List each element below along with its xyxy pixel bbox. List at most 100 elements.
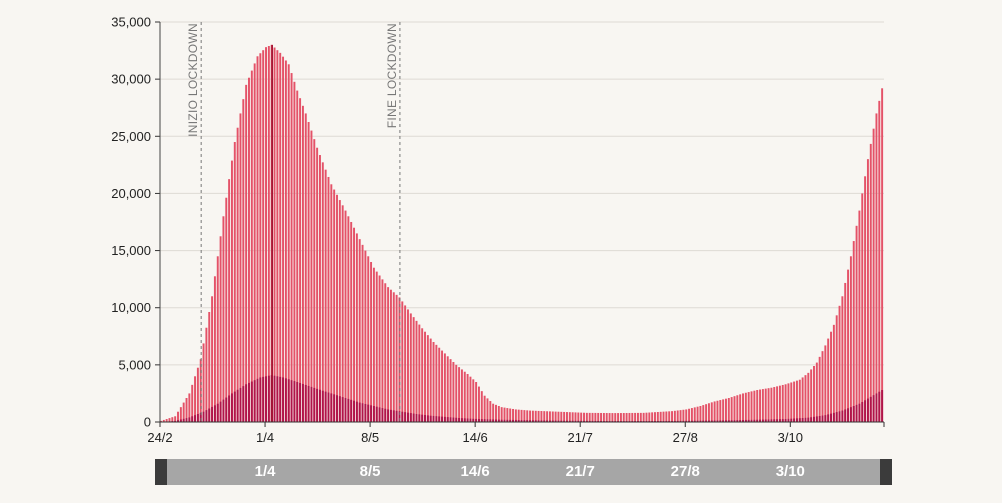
bar	[813, 366, 815, 422]
bar	[844, 282, 847, 422]
bar	[509, 408, 512, 422]
bar	[696, 406, 699, 422]
bar	[585, 412, 588, 422]
bar	[807, 417, 810, 422]
bar	[526, 420, 529, 422]
bar	[713, 401, 716, 422]
bar	[821, 351, 824, 422]
bar	[179, 407, 182, 422]
bar	[174, 420, 177, 422]
bar	[188, 417, 191, 422]
bar	[313, 139, 316, 422]
bar	[188, 393, 191, 422]
bar	[398, 411, 401, 422]
bar	[497, 419, 500, 422]
bar	[338, 396, 341, 422]
slider-date-label: 8/5	[359, 463, 381, 480]
bar	[645, 412, 648, 422]
bar	[463, 371, 466, 422]
date-range-slider[interactable]: 1/4 8/5 14/6 21/7 27/8 3/10	[155, 459, 892, 485]
bar	[239, 113, 242, 422]
bar	[531, 410, 534, 422]
bar	[795, 380, 798, 422]
bar	[693, 420, 696, 422]
bar	[228, 395, 231, 422]
bar	[432, 342, 435, 422]
bar	[216, 256, 219, 422]
bar	[230, 160, 233, 423]
bar	[194, 415, 197, 422]
bar	[492, 419, 495, 422]
bar	[310, 386, 313, 422]
slider-date-label: 27/8	[670, 463, 700, 480]
bar	[301, 105, 304, 423]
bar	[236, 389, 239, 422]
y-tick-label: 0	[144, 415, 151, 430]
bar	[347, 398, 350, 422]
bar	[446, 417, 449, 422]
bar	[182, 418, 185, 422]
bar	[628, 412, 631, 422]
slider-date-label: 21/7	[565, 463, 595, 480]
bar	[517, 419, 520, 422]
bar	[415, 414, 418, 422]
bar	[702, 420, 705, 422]
bar	[165, 419, 168, 422]
bar	[358, 402, 361, 422]
bar	[364, 403, 367, 422]
bar	[483, 419, 486, 422]
bar	[847, 269, 850, 422]
bar	[594, 420, 597, 422]
bar	[296, 90, 299, 423]
bar	[719, 420, 722, 422]
bar	[355, 233, 358, 422]
bar	[225, 397, 228, 422]
bar	[855, 404, 858, 422]
bar	[591, 412, 594, 422]
bar	[449, 417, 452, 422]
slider-handle-right[interactable]	[880, 459, 892, 485]
bar	[705, 404, 708, 422]
bar	[784, 384, 787, 422]
bar	[656, 412, 659, 422]
bar	[452, 417, 455, 422]
bar	[864, 400, 867, 422]
bar	[707, 403, 710, 422]
bar	[730, 397, 733, 422]
bar	[818, 356, 821, 422]
bar	[466, 418, 469, 422]
bar	[384, 283, 387, 422]
bar	[512, 408, 515, 422]
bar	[682, 409, 685, 422]
bar	[506, 419, 509, 422]
bar	[273, 47, 276, 423]
bar	[489, 419, 492, 422]
bar	[179, 419, 182, 422]
slider-handle-left[interactable]	[155, 459, 167, 485]
bar	[557, 411, 560, 422]
bar	[520, 420, 523, 422]
bar	[574, 420, 577, 422]
bar	[415, 320, 418, 422]
bar	[705, 420, 708, 422]
bar	[480, 419, 483, 422]
bar	[693, 407, 696, 422]
bar	[514, 409, 517, 422]
bar	[847, 408, 850, 422]
bar	[168, 418, 171, 422]
bar	[424, 331, 426, 422]
bar	[392, 410, 395, 422]
bar	[614, 413, 617, 422]
bar	[344, 210, 347, 422]
bar	[622, 413, 625, 422]
bar	[761, 419, 764, 422]
bar	[370, 262, 373, 422]
bar	[222, 399, 225, 422]
bar	[483, 395, 486, 422]
bar	[597, 412, 600, 422]
bar	[361, 403, 364, 422]
bar	[864, 176, 867, 422]
bar	[196, 414, 199, 422]
bar	[733, 396, 736, 422]
bar	[389, 409, 392, 422]
